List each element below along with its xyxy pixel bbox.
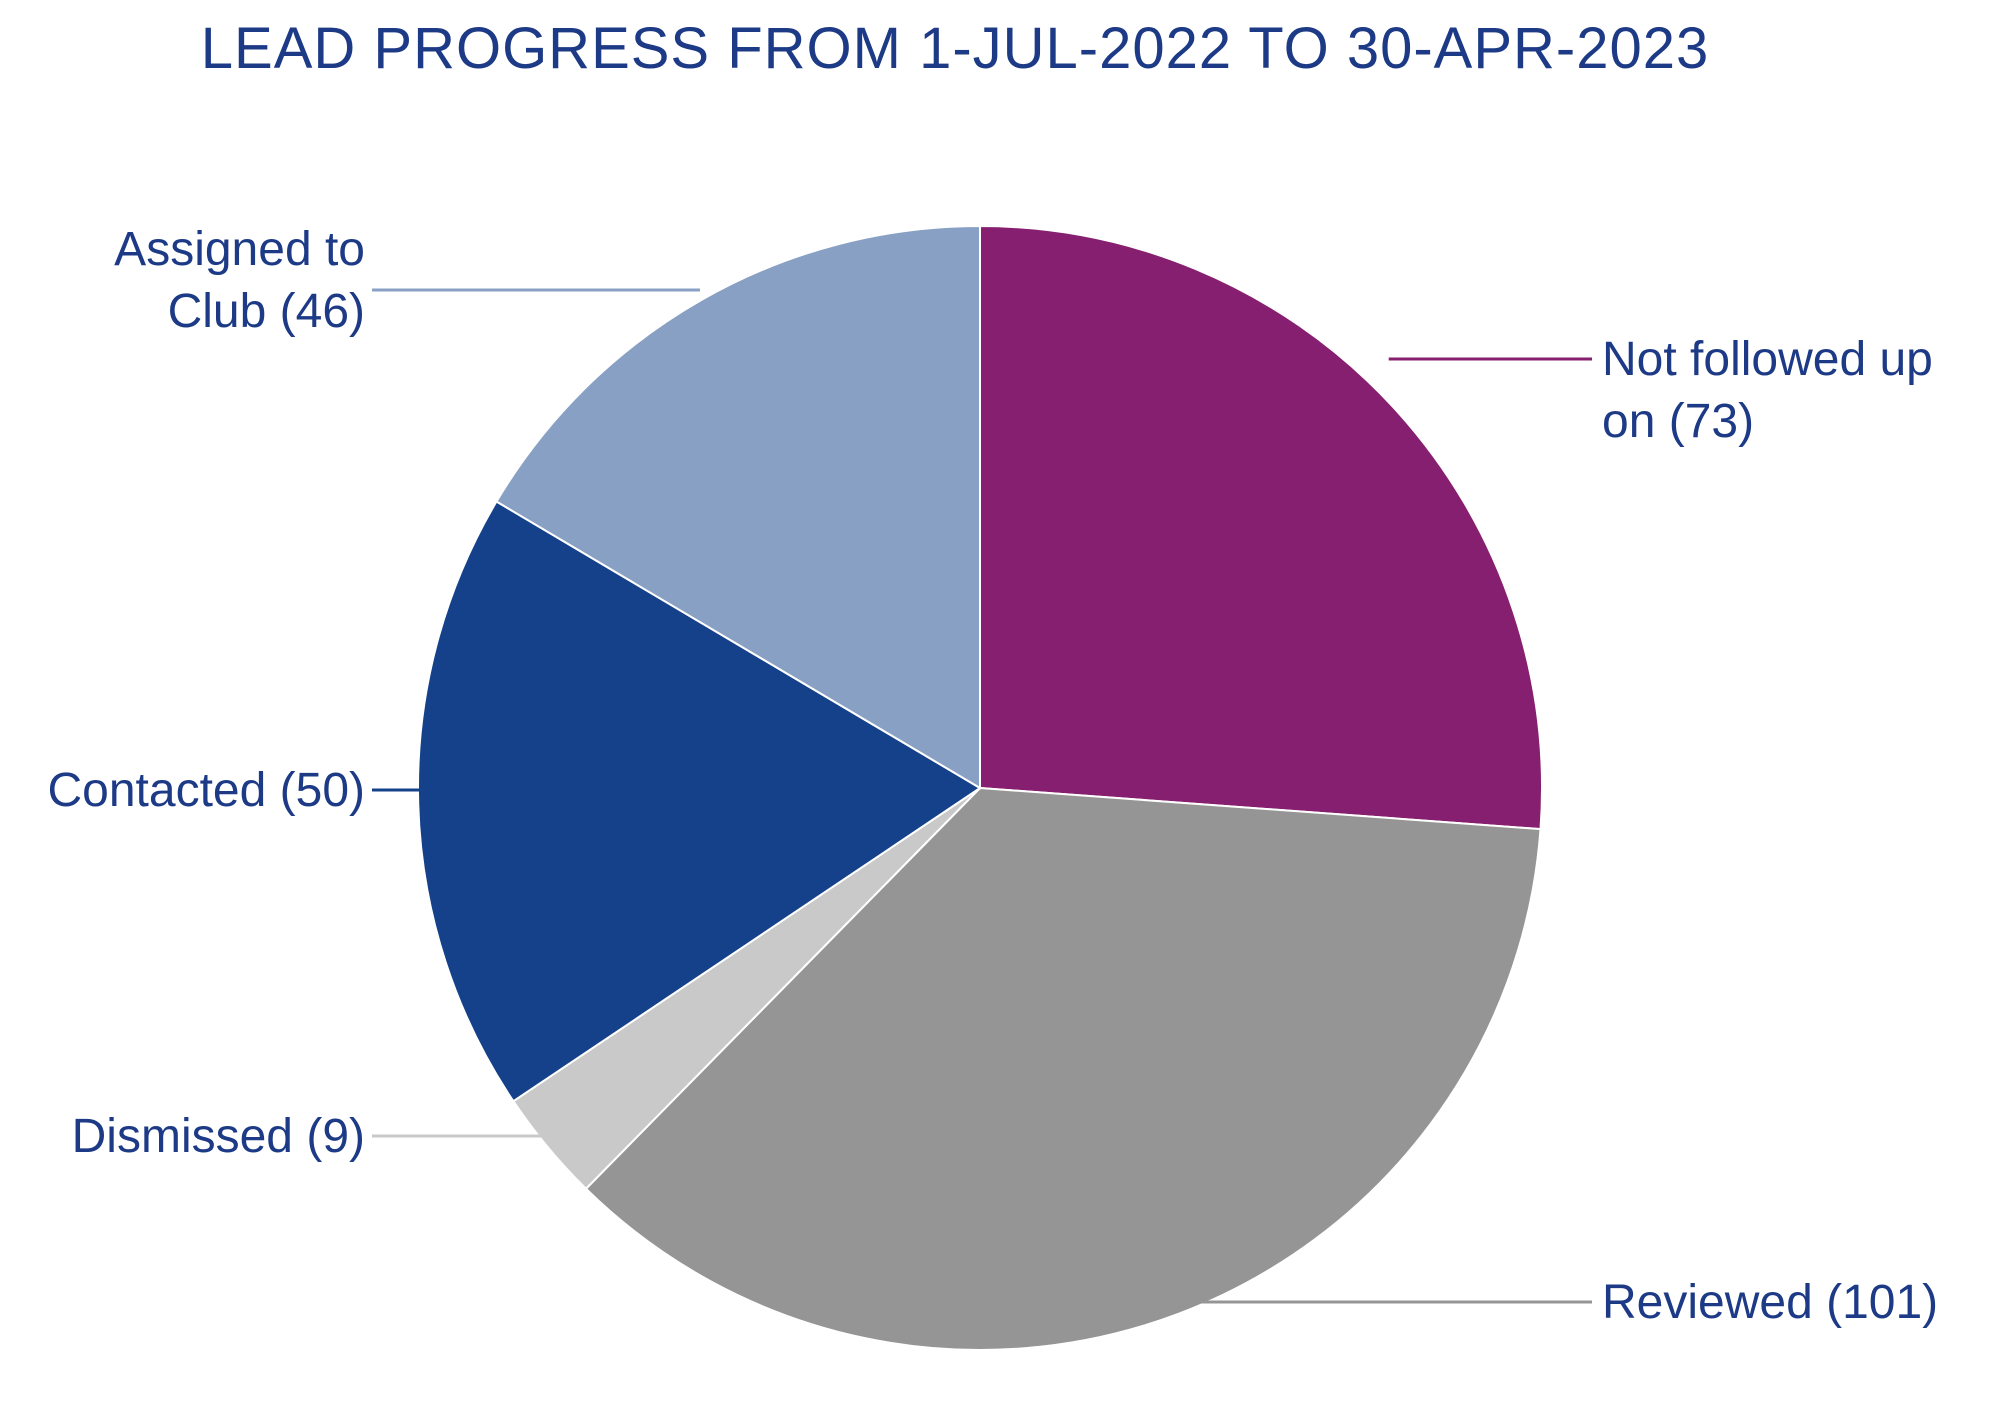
slice-label-contacted: Contacted (50) [47, 764, 365, 817]
slice-labels: Not followed up on (73) Reviewed (101) Dism… [47, 223, 1938, 1329]
slice-label-not-followed-up: Not followed up on (73) [1602, 333, 1933, 448]
slice-label-line: Contacted (50) [47, 764, 365, 817]
slice-label-line: Club (46) [168, 285, 365, 338]
slice-label-line: on (73) [1602, 395, 1754, 448]
slice-label-line: Dismissed (9) [72, 1110, 365, 1163]
slice-label-reviewed: Reviewed (101) [1602, 1276, 1938, 1329]
pie-slice-reviewed [584, 786, 1542, 1351]
pie-slice-contacted [417, 500, 982, 1103]
chart-title: LEAD PROGRESS FROM 1-JUL-2022 TO 30-APR-… [201, 16, 1710, 81]
pie-slice-not-followed-up [979, 224, 1544, 831]
pie-slice-assigned-to-club [495, 224, 981, 790]
slice-label-line: Assigned to [114, 223, 365, 276]
slice-label-assigned-to-club: Assigned to Club (46) [114, 223, 365, 338]
slice-label-line: Not followed up [1602, 333, 1933, 386]
slice-label-line: Reviewed (101) [1602, 1276, 1938, 1329]
slice-label-dismissed: Dismissed (9) [72, 1110, 365, 1163]
label-leader-lines [372, 288, 1592, 1304]
pie-slices [417, 224, 1544, 1351]
